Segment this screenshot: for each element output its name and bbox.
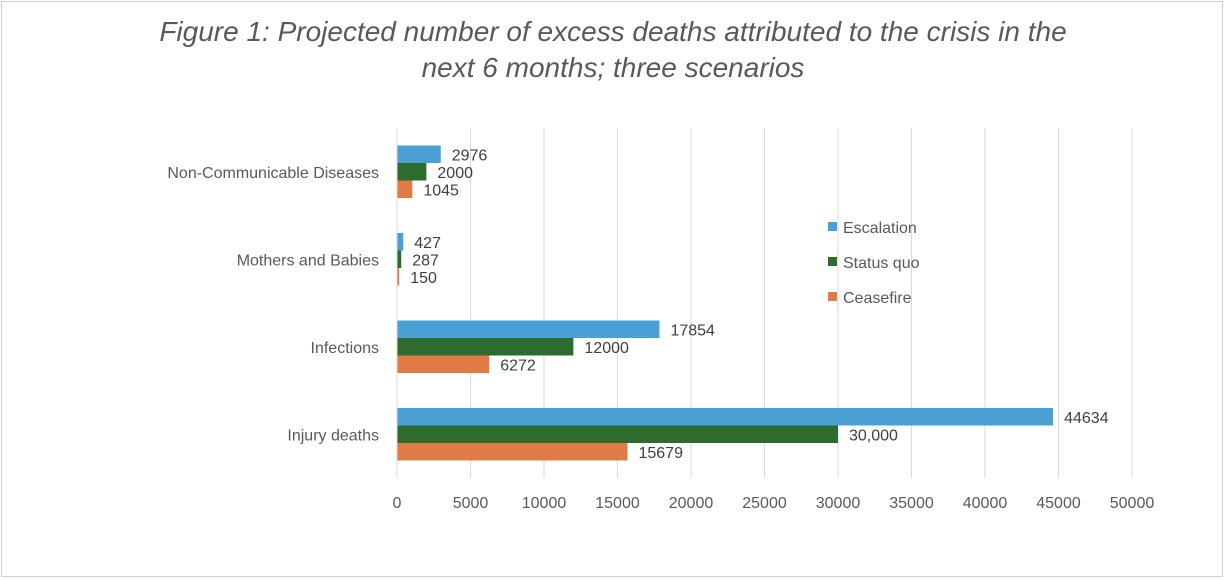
x-tick-label: 45000 [1036,495,1081,512]
bar-ceasefire [397,180,413,198]
data-label: 44634 [1064,410,1109,427]
chart-title-line2: next 6 months; three scenarios [421,52,805,83]
data-label: 427 [414,235,441,252]
bar-escalation [397,408,1054,426]
legend-swatch [828,222,837,231]
category-label: Non-Communicable Diseases [167,165,379,182]
bar-status-quo [397,338,574,356]
legend-swatch [828,292,837,301]
x-tick-label: 40000 [963,495,1008,512]
data-label: 17854 [670,322,715,339]
data-label: 12000 [584,340,629,357]
chart-title-line1: Figure 1: Projected number of excess dea… [159,16,1067,47]
bar-status-quo [397,163,427,181]
category-label: Injury deaths [287,427,379,444]
x-tick-label: 10000 [522,495,567,512]
bar-ceasefire [397,268,400,286]
data-label: 287 [412,252,439,269]
data-label: 150 [410,270,437,287]
x-tick-label: 15000 [595,495,640,512]
legend-label: Status quo [843,255,920,272]
data-label: 30,000 [849,427,898,444]
data-label: 2000 [437,165,473,182]
bar-status-quo [397,425,838,443]
bar-escalation [397,233,404,251]
bar-ceasefire [397,443,628,461]
data-label: 1045 [423,182,459,199]
x-tick-label: 35000 [889,495,934,512]
bar-escalation [397,320,660,338]
bar-status-quo [397,250,402,268]
category-label: Mothers and Babies [237,252,379,269]
data-label: 2976 [452,147,488,164]
x-tick-label: 0 [393,495,402,512]
x-tick-label: 25000 [742,495,787,512]
chart-title: Figure 1: Projected number of excess dea… [0,14,1226,86]
category-label: Infections [311,340,379,357]
x-tick-label: 30000 [816,495,861,512]
legend-label: Ceasefire [843,290,912,307]
legend-label: Escalation [843,220,917,237]
bar-escalation [397,145,441,163]
data-label: 6272 [500,357,536,374]
x-tick-label: 50000 [1110,495,1155,512]
data-label: 15679 [638,445,683,462]
x-tick-label: 5000 [453,495,489,512]
x-tick-label: 20000 [669,495,714,512]
legend-swatch [828,257,837,266]
bar-ceasefire [397,355,490,373]
